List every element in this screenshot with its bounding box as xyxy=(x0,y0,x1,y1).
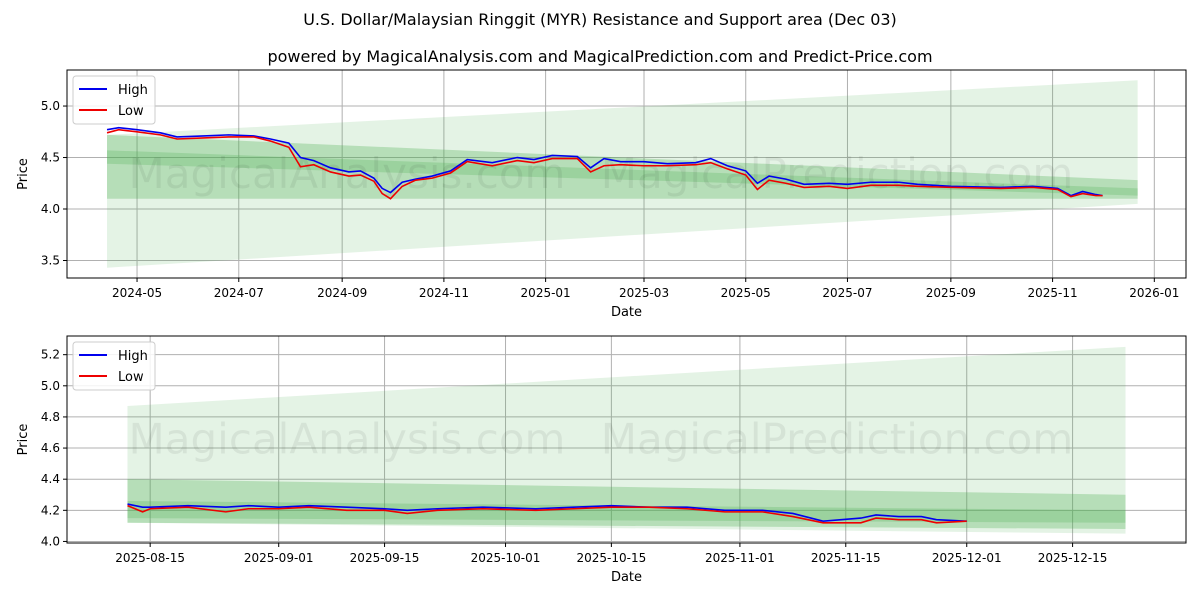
legend-label: Low xyxy=(118,370,144,385)
x-tick-label: 2024-11 xyxy=(419,286,469,300)
series-line-high xyxy=(106,126,1103,197)
top-chart: 2024-05 2024-07 2024-09 2024-11 2025-01 2025-… xyxy=(16,69,1187,320)
x-tick-label: 2025-07 xyxy=(822,286,872,300)
legend-label: Low xyxy=(118,104,144,119)
legend-label: High xyxy=(118,349,148,364)
x-tick-label: 2025-01 xyxy=(521,286,571,300)
x-axis-label: Date xyxy=(611,570,642,585)
y-tick-label: 5.0 xyxy=(41,379,60,393)
x-tick-label: 2024-09 xyxy=(317,286,367,300)
support-resistance-band xyxy=(107,80,1138,268)
x-tick-label: 2025-12-01 xyxy=(932,551,1002,565)
x-tick-label: 2025-10-01 xyxy=(471,551,541,565)
x-tick-label: 2025-09-01 xyxy=(244,551,314,565)
watermark-text: MagicalAnalysis.com xyxy=(129,415,566,464)
y-tick-label: 5.2 xyxy=(41,348,60,362)
x-tick-label: 2025-11-01 xyxy=(705,551,775,565)
series-line-low xyxy=(127,504,967,524)
legend: High Low xyxy=(72,341,156,391)
x-tick-label: 2026-01 xyxy=(1129,286,1179,300)
y-tick-label: 3.5 xyxy=(41,253,60,267)
y-tick-label: 4.0 xyxy=(41,202,60,216)
y-tick-label: 4.5 xyxy=(41,151,60,165)
series-line-high xyxy=(127,503,967,523)
y-tick-label: 5.0 xyxy=(41,99,60,113)
axes-frame xyxy=(66,335,1187,544)
x-tick-label: 2025-05 xyxy=(721,286,771,300)
legend-label: High xyxy=(118,83,148,98)
support-resistance-band xyxy=(127,479,1126,529)
y-tick-label: 4.0 xyxy=(41,534,60,548)
watermark-text: MagicalAnalysis.com xyxy=(129,149,566,198)
x-tick-label: 2025-03 xyxy=(619,286,669,300)
y-tick-label: 4.2 xyxy=(41,503,60,517)
x-tick-label: 2025-09 xyxy=(926,286,976,300)
y-axis-label: Price xyxy=(16,424,31,456)
y-axis-label: Price xyxy=(16,158,31,190)
x-tick-label: 2025-11-15 xyxy=(811,551,881,565)
legend: High Low xyxy=(72,75,156,125)
bottom-chart: 2025-08-15 2025-09-01 2025-09-15 2025-10-01… xyxy=(16,335,1187,585)
chart-subtitle: powered by MagicalAnalysis.com and Magic… xyxy=(267,47,932,66)
watermark-text: MagicalPrediction.com xyxy=(601,415,1074,464)
support-resistance-band xyxy=(107,150,1138,196)
y-tick-label: 4.8 xyxy=(41,410,60,424)
y-tick-label: 4.6 xyxy=(41,441,60,455)
x-tick-label: 2025-10-15 xyxy=(577,551,647,565)
axes-frame xyxy=(66,69,1187,279)
watermark-text: MagicalPrediction.com xyxy=(601,149,1074,198)
y-tick-label: 4.4 xyxy=(41,472,60,486)
x-tick-label: 2024-05 xyxy=(112,286,162,300)
x-tick-label: 2024-07 xyxy=(214,286,264,300)
x-axis-label: Date xyxy=(611,305,642,320)
x-tick-label: 2025-09-15 xyxy=(350,551,420,565)
x-tick-label: 2025-12-15 xyxy=(1038,551,1108,565)
x-tick-label: 2025-08-15 xyxy=(115,551,185,565)
support-resistance-band xyxy=(127,346,1126,534)
x-tick-label: 2025-11 xyxy=(1028,286,1078,300)
series-line-low xyxy=(106,128,1103,200)
chart-title: U.S. Dollar/Malaysian Ringgit (MYR) Resi… xyxy=(303,10,897,29)
